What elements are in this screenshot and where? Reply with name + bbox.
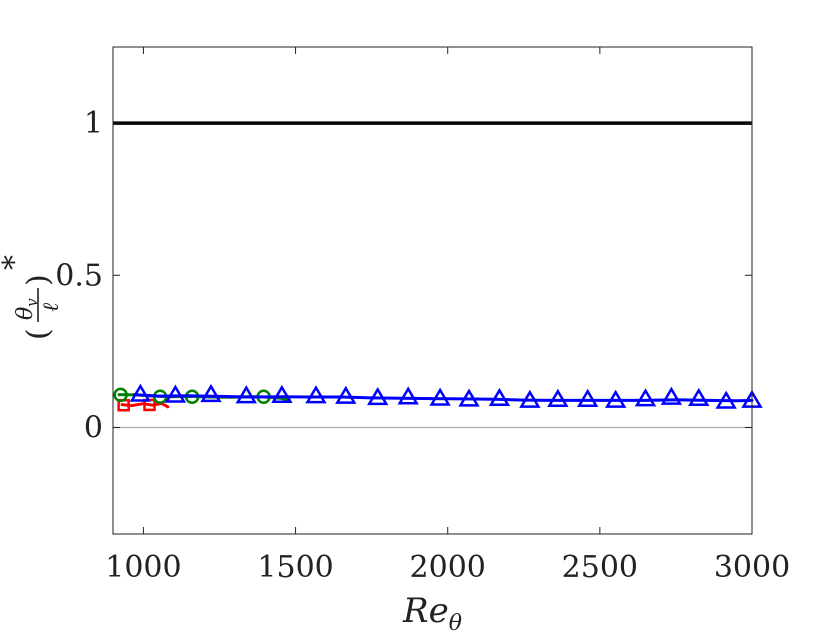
triangle-marker [305,385,327,404]
triangle-marker [164,384,187,403]
series-line-triangle [132,393,754,403]
triangle-marker [547,388,569,407]
y-label-open-paren: ( [21,328,56,340]
x-tick-label: 2000 [410,550,486,585]
x-axis: 1000 1500 2000 2500 3000 [105,47,790,585]
triangle-marker [488,387,511,407]
triangle-marker [688,387,710,407]
triangle-marker [519,389,541,408]
x-tick-label: 3000 [714,550,790,585]
x-axis-label: Reθ [402,591,462,636]
x-tick-label: 1000 [105,550,181,585]
plot-frame [112,46,753,535]
triangle-marker [715,390,737,409]
y-axis-label: ( θv ℓ ) * [0,255,64,340]
y-axis: 00.51 [55,106,752,445]
y-tick-label: 1 [84,106,103,141]
x-tick-label: 2500 [562,550,638,585]
triangle-marker [235,385,257,404]
y-label-denominator: ℓ [39,302,64,312]
triangle-marker [129,383,152,402]
x-axis-label-main: Re [402,591,449,631]
x-axis-label-sub: θ [449,611,462,636]
triangle-marker [634,388,657,407]
y-label-star: * [0,255,32,270]
triangle-marker [397,386,419,405]
circle-marker [113,387,128,403]
y-label-close-paren: ) [21,274,56,286]
triangle-marker [429,387,451,406]
triangle-marker [458,388,480,407]
triangle-marker [200,383,222,403]
reference-lines [113,121,752,429]
y-label-numerator: θv [13,298,41,320]
series-layer [113,383,763,412]
triangle-marker [604,389,627,408]
triangle-marker [660,386,683,405]
x-tick-label: 1500 [257,550,333,585]
y-tick-label: 0 [84,410,103,445]
triangle-marker [577,388,599,407]
triangle-marker [367,386,389,406]
triangle-marker [271,384,293,404]
y-tick-label: 0.5 [55,258,103,293]
triangle-marker [335,385,357,404]
